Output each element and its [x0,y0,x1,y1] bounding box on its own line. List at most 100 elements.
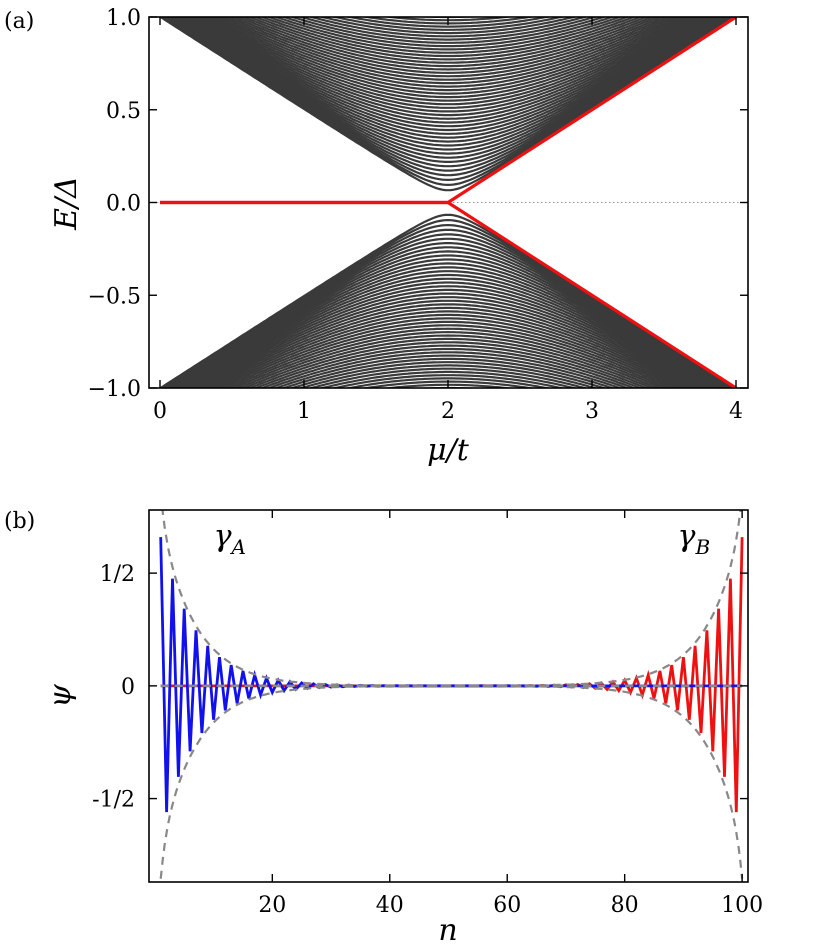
bulk-band-positive [272,17,624,51]
bulk-band-negative [165,246,731,388]
bulk-band-positive [213,17,683,88]
bulk-band-negative [217,320,679,388]
bulk-band-negative [280,357,616,388]
bulk-band-negative [272,354,624,388]
y-tick-label: −0.5 [88,284,141,309]
bulk-band-positive [182,17,714,124]
bulk-band-negative [199,303,697,388]
bulk-band-negative [171,262,725,388]
x-tick-label: 80 [611,893,639,918]
panel-a-label: (a) [4,9,34,34]
bulk-band-positive [165,17,731,159]
bulk-band-positive [241,17,655,68]
bulk-band-positive [206,17,690,95]
bulk-band-positive [253,17,643,61]
left-mode-line [159,537,743,813]
bulk-band-positive [177,17,719,132]
bulk-band-negative [179,277,717,388]
bulk-band-negative [173,266,723,388]
right-envelope [160,510,742,687]
bulk-band-negative [163,242,733,388]
bulk-band-positive [187,17,709,117]
bulk-band-positive [307,17,589,38]
panel-b: 20 40 60 80 100 1/2 0 -1/2 (b) n ψ γA γB [4,509,763,944]
bulk-band-negative [182,281,714,388]
left-envelope [159,684,743,879]
bulk-band-negative [206,310,690,388]
bulk-band-positive [184,17,712,120]
panel-b-xlabel: n [438,913,457,944]
bulk-band-positive [318,17,578,35]
y-tick-label: 0 [121,675,135,700]
right-envelope [160,684,744,879]
bulk-band-positive [236,17,660,71]
bulk-band-negative [169,258,727,388]
bulk-band-positive [217,17,679,85]
bulk-band-positive [209,17,687,92]
edge-mode-negative [160,200,737,388]
panel-b-ticks: 20 40 60 80 100 1/2 0 -1/2 [92,510,763,918]
bulk-band-negative [247,341,649,388]
x-tick-label: 2 [441,399,455,424]
y-tick-label: 0.0 [106,192,141,217]
bulk-band-positive [190,17,706,113]
y-tick-label: 1/2 [100,562,135,587]
bulk-band-negative [297,364,599,388]
x-tick-label: 1 [297,399,311,424]
bulk-band-negative [193,296,703,388]
bulk-band-positive [259,17,637,58]
panel-b-annotations: γA γB [214,519,711,559]
panel-a-xlabel: μ/t [427,433,470,468]
bulk-band-positive [202,17,694,99]
left-envelope [161,510,743,687]
right-mode-line [160,537,744,813]
bulk-band-negative [236,334,660,388]
bulk-band-positive [193,17,703,109]
bulk-band-positive [297,17,599,41]
bulk-band-negative [175,270,721,388]
panel-a-plot-area [149,17,748,388]
bulk-band-negative [259,347,637,388]
panel-a-ticks: 0 1 2 3 4 −1.0 −0.5 0.0 0.5 1.0 [88,6,748,424]
panel-b-plot-area [159,510,744,879]
bulk-band-positive [247,17,649,64]
bulk-band-positive [330,17,566,31]
bulk-band-positive [196,17,700,106]
x-tick-label: 4 [729,399,743,424]
gamma-b-label: γB [678,519,711,559]
bulk-band-positive [265,17,631,54]
bulk-band-negative [288,361,608,388]
bulk-band-positive [173,17,723,139]
y-tick-label: -1/2 [92,788,135,813]
bulk-band-positive [169,17,727,147]
bulk-band-positive [226,17,670,78]
bulk-band-negative [265,351,631,388]
bulk-band-negative [209,313,687,388]
bulk-band-positive [222,17,674,81]
bulk-band-negative [202,306,694,388]
bulk-band-positive [288,17,608,44]
bulk-band-negative [231,330,665,388]
bulk-band-positive [175,17,721,135]
bulk-band-positive [343,17,553,28]
bulk-band-positive [199,17,697,102]
bulk-band-negative [222,324,674,388]
x-tick-label: 0 [153,399,167,424]
bulk-band-positive [231,17,665,75]
bulk-band-negative [187,288,709,388]
bulk-band-negative [196,299,700,388]
bulk-band-positive [179,17,717,128]
bulk-band-negative [307,367,589,388]
bulk-band-negative [330,374,566,388]
y-tick-label: 1.0 [106,6,141,31]
bulk-band-positive [163,17,733,163]
panel-b-frame [148,509,749,883]
x-tick-label: 40 [376,893,404,918]
bulk-band-negative [226,327,670,388]
bulk-band-positive [280,17,616,48]
x-tick-label: 20 [258,893,286,918]
panel-b-ylabel: ψ [43,684,78,708]
gamma-a-label: γA [214,519,246,559]
bulk-band-negative [318,370,578,388]
